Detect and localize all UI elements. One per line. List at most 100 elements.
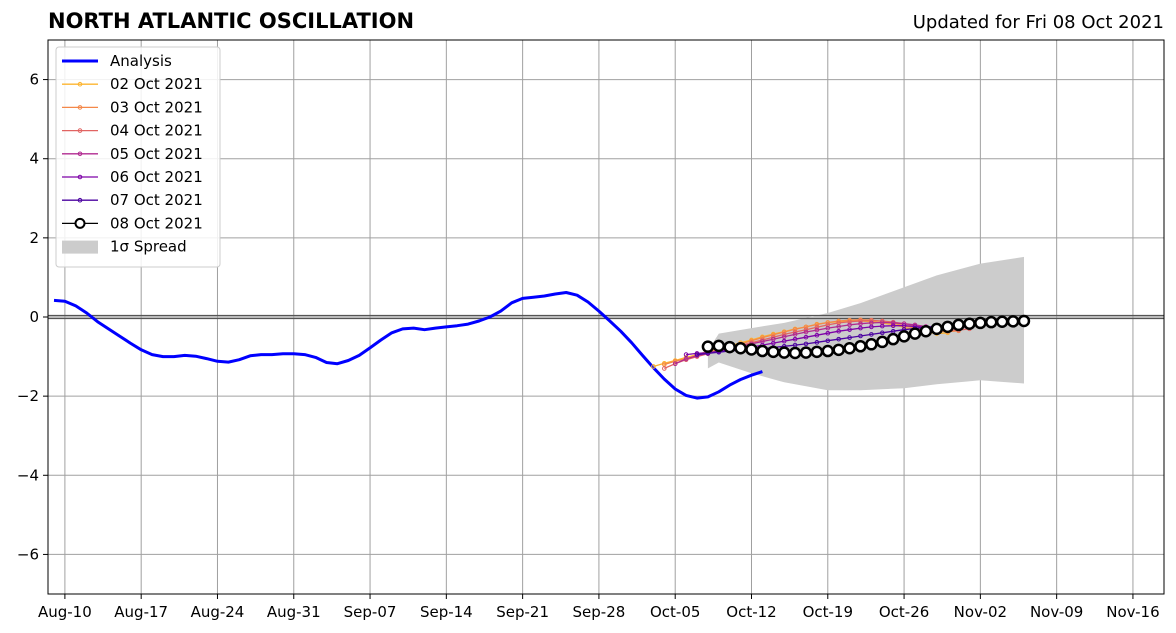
x-tick-label: Aug-17 (114, 603, 168, 621)
forecast-point (858, 333, 863, 339)
forecast-point (792, 326, 798, 332)
x-tick-label: Nov-09 (1030, 603, 1083, 621)
legend-entry: 06 Oct 2021 (62, 168, 203, 186)
legend-label: 05 Oct 2021 (110, 145, 203, 163)
x-tick-label: Aug-31 (267, 603, 321, 621)
forecast-point (836, 336, 841, 342)
forecast-point (781, 338, 787, 344)
legend-entry: 04 Oct 2021 (62, 122, 203, 140)
legend-label: 06 Oct 2021 (110, 168, 203, 186)
forecast-point (803, 329, 809, 335)
forecast-point (869, 332, 874, 337)
legend-marker (77, 174, 83, 180)
x-tick-label: Nov-02 (954, 603, 1007, 621)
x-tick-label: Sep-21 (496, 603, 549, 621)
forecast-point (836, 328, 841, 334)
x-tick-label: Oct-12 (726, 603, 776, 621)
forecast-point (651, 364, 656, 369)
forecast-point (985, 315, 998, 329)
legend-marker (77, 105, 83, 110)
forecast-point (792, 336, 798, 342)
forecast-point (843, 342, 856, 355)
forecast-point (897, 330, 911, 343)
forecast-point (662, 366, 667, 371)
forecast-point (825, 330, 831, 336)
forecast-point (858, 318, 863, 324)
forecast-point (683, 352, 689, 357)
forecast-point (974, 316, 987, 330)
x-tick-label: Aug-10 (38, 603, 92, 621)
forecast-point (847, 335, 852, 340)
forecast-line (664, 319, 959, 366)
forecast-point (745, 343, 758, 356)
legend-marker (77, 197, 83, 203)
tick-labels: Aug-10 Aug-17 Aug-24 Aug-31 Sep-07 Sep-14 Sep-… (17, 71, 1160, 621)
legend-entry: 02 Oct 2021 (62, 75, 203, 93)
legend-swatch (62, 240, 98, 254)
x-tick-label: Nov-16 (1106, 603, 1159, 621)
y-tick-label: −6 (17, 545, 39, 563)
forecast-point (1017, 314, 1031, 328)
legend-entry: 1σ Spread (62, 238, 187, 256)
legend: Analysis 02 Oct 2021 03 Oct 2021 04 Oct 202… (55, 46, 221, 268)
forecast-point (963, 317, 976, 330)
forecast-point (879, 330, 885, 336)
forecast-point (803, 334, 809, 340)
forecast-point (919, 324, 933, 338)
series-layer (53, 291, 1031, 400)
legend-marker (77, 151, 83, 157)
forecast-point (1006, 315, 1020, 328)
x-tick-label: Oct-26 (879, 603, 929, 621)
chart-title: NORTH ATLANTIC OSCILLATION (48, 9, 415, 33)
legend-label: 04 Oct 2021 (110, 122, 203, 140)
forecast-point (995, 315, 1009, 328)
y-tick-label: 6 (29, 71, 39, 89)
x-tick-label: Sep-07 (344, 603, 397, 621)
x-tick-label: Sep-14 (420, 603, 473, 621)
legend-label: 1σ Spread (110, 238, 187, 256)
forecast-point (858, 321, 863, 327)
forecast-point (941, 320, 954, 334)
y-tick-label: 0 (29, 308, 39, 326)
forecast-point (767, 345, 780, 359)
forecast-point (814, 322, 820, 327)
forecast-point (825, 338, 831, 344)
x-tick-label: Oct-19 (803, 603, 853, 621)
legend-marker (77, 128, 83, 133)
forecast-point (847, 327, 852, 332)
legend-marker (77, 81, 83, 87)
x-tick-label: Sep-28 (573, 603, 626, 621)
forecast-point (832, 343, 845, 357)
legend-entry: 07 Oct 2021 (62, 191, 203, 209)
forecast-point (876, 335, 889, 349)
legend-box (55, 46, 221, 268)
forecast-point (672, 361, 678, 366)
forecast-point (723, 340, 736, 354)
chart-subtitle: Updated for Fri 08 Oct 2021 (912, 12, 1164, 33)
forecast-point (701, 340, 715, 353)
legend-label: Analysis (110, 52, 172, 70)
forecast-point (814, 332, 820, 338)
forecast-point (890, 320, 896, 326)
forecast-point (865, 338, 878, 351)
forecast-point (886, 332, 900, 346)
legend-entry: Analysis (62, 52, 172, 70)
forecast-point (952, 318, 965, 332)
analysis-line (53, 291, 763, 400)
forecast-point (734, 342, 747, 355)
forecast-point (792, 332, 798, 337)
forecast-point (814, 327, 820, 333)
forecast-point (908, 327, 922, 340)
legend-entry: 08 Oct 2021 (62, 214, 203, 232)
forecast-point (825, 325, 831, 331)
forecast-point (781, 334, 787, 340)
forecast-point (799, 346, 813, 359)
x-tick-label: Oct-05 (650, 603, 700, 621)
y-tick-label: −4 (17, 466, 39, 484)
forecast-point (810, 345, 824, 359)
legend-marker (74, 217, 86, 229)
forecast-point (683, 356, 689, 362)
forecast-point (803, 324, 809, 330)
forecast-point (777, 346, 791, 359)
